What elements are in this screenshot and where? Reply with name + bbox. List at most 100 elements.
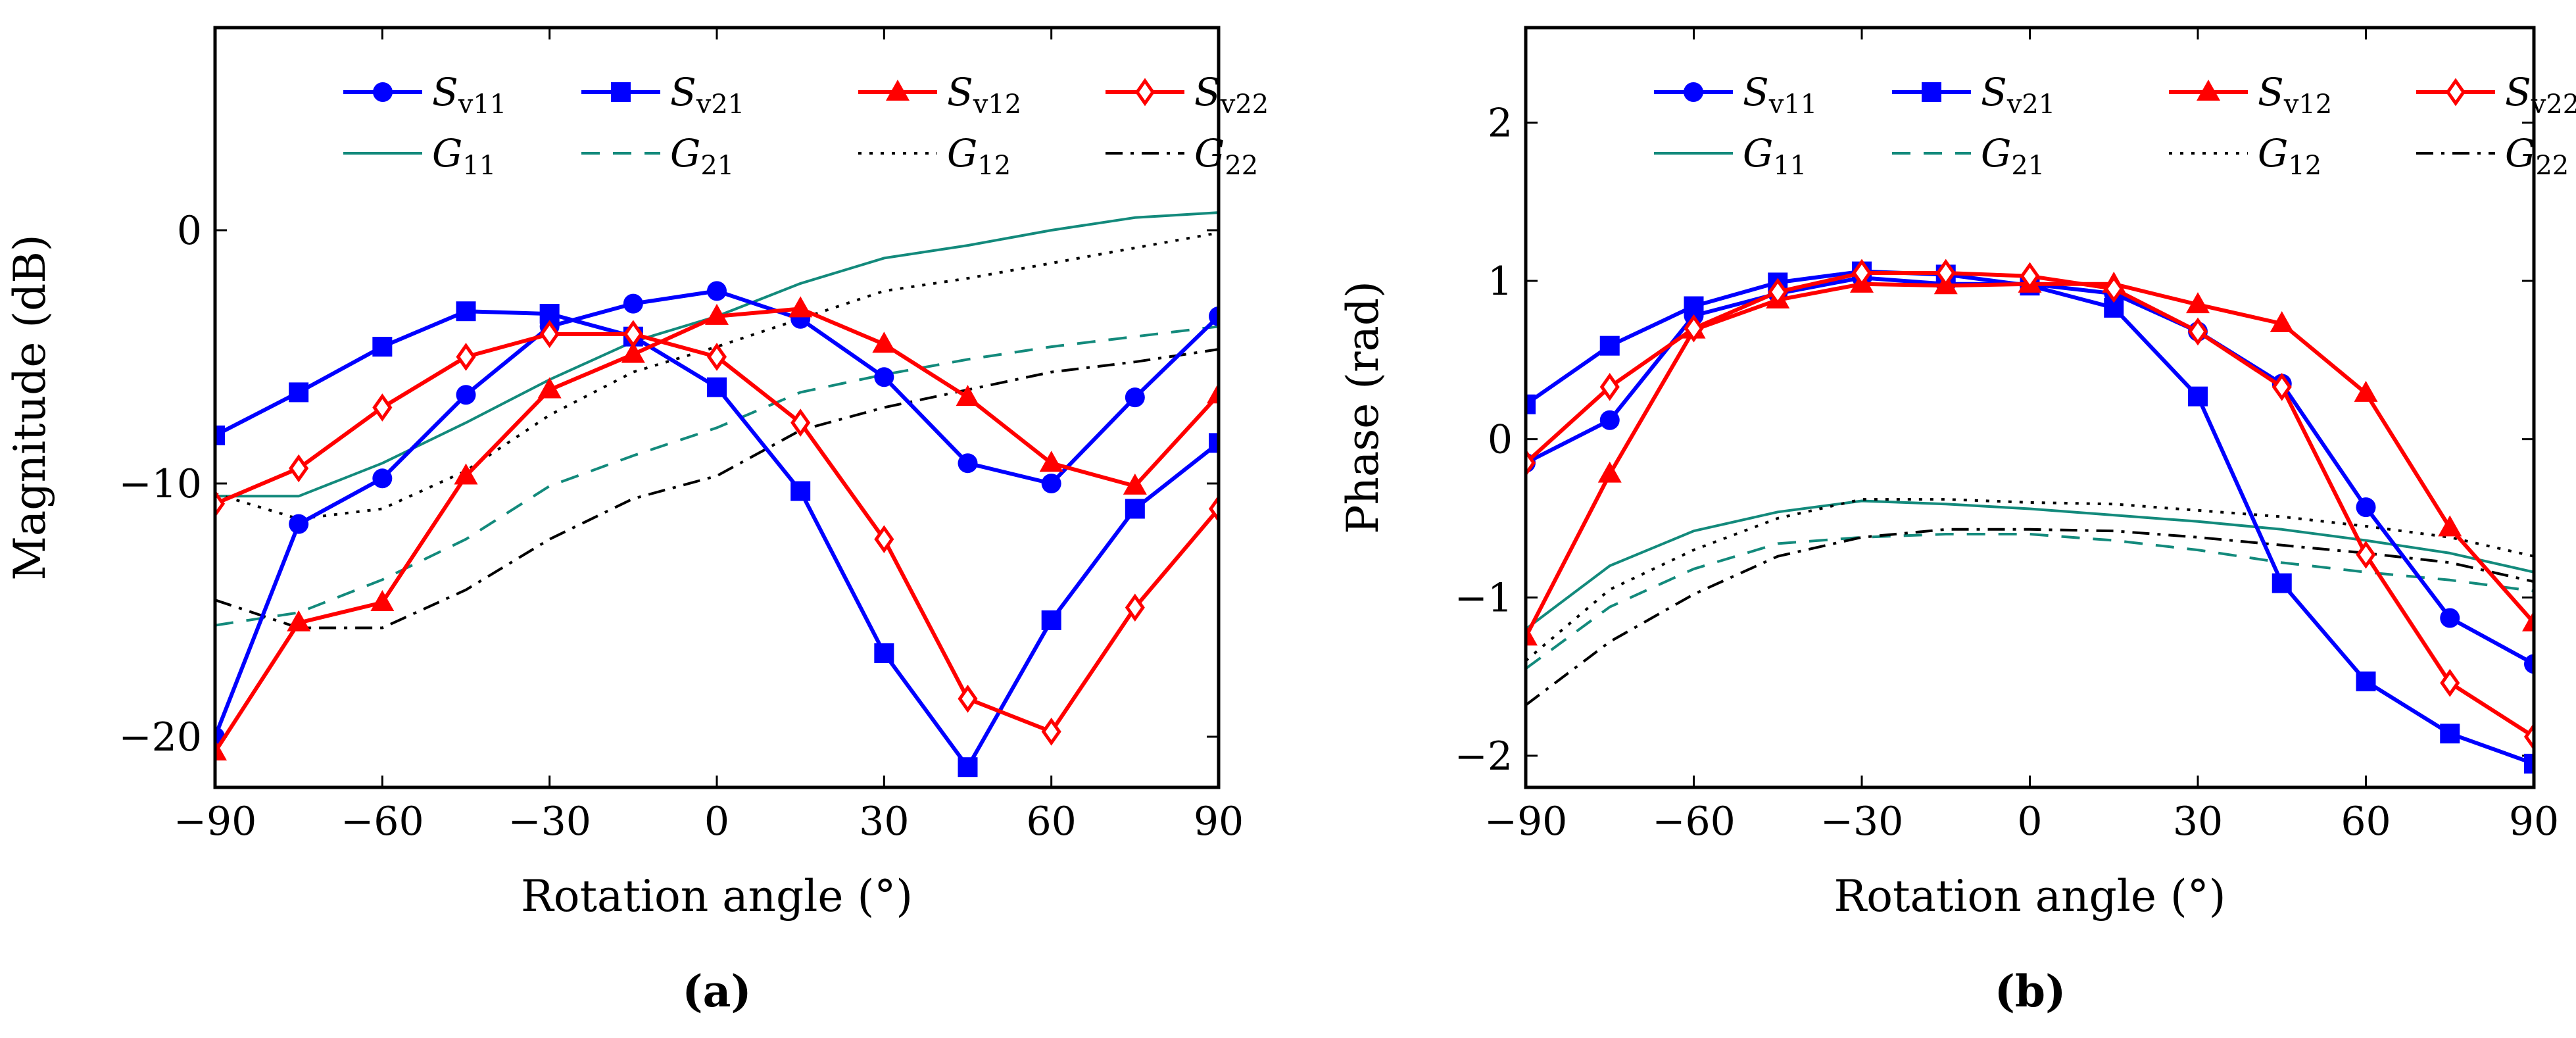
data-point-sv12 <box>370 589 395 611</box>
panel-b-x-axis-label: Rotation angle (°) <box>1834 871 2226 922</box>
data-point-sv22 <box>874 525 894 554</box>
legend-label: G21 <box>670 131 734 181</box>
data-point-sv11 <box>1209 306 1219 326</box>
x-tick-label: 0 <box>2017 799 2042 845</box>
y-tick-label: −10 <box>118 461 202 507</box>
data-point-sv22 <box>2020 262 2040 291</box>
data-point-sv12 <box>2354 380 2378 402</box>
data-point-sv22 <box>2523 722 2534 751</box>
series-line-g12 <box>1526 498 2534 662</box>
legend-label: Sv12 <box>947 70 1021 120</box>
y-tick-label: 0 <box>1488 417 1513 463</box>
x-tick-label: −60 <box>1652 799 1736 845</box>
data-point-sv22 <box>1526 449 1536 478</box>
legend-label: Sv22 <box>1194 70 1269 120</box>
data-point-sv11 <box>874 367 894 387</box>
panel-a-plot-area <box>215 211 1219 778</box>
legend-label: G12 <box>2258 131 2321 181</box>
panel-b-frame <box>1524 26 2536 789</box>
panel-b-legend: Sv11 Sv21 Sv12 Sv22 G11 G21 G12 G22 <box>1654 70 2576 181</box>
panel-a-frame <box>213 26 1221 789</box>
legend-entry-sv12: Sv12 <box>858 70 1021 120</box>
x-tick-label: 90 <box>1194 799 1244 845</box>
data-point-sv21 <box>2356 671 2376 691</box>
data-point-sv11 <box>289 514 309 534</box>
data-point-sv12 <box>956 385 980 407</box>
data-point-sv12 <box>2270 310 2294 332</box>
x-tick-label: −30 <box>1820 799 1904 845</box>
data-point-sv21 <box>215 425 225 445</box>
chart-panel-b: −90 −60 −30 0 30 60 90 −2 −1 0 1 2 Sv11 Sv21 Sv12 Sv22 G… <box>1338 26 2576 1017</box>
data-point-sv21 <box>958 757 978 778</box>
data-point-sv22 <box>706 343 727 371</box>
legend-marker <box>2197 80 2220 101</box>
data-point-sv22 <box>790 408 811 437</box>
data-point-sv22 <box>2104 274 2124 303</box>
x-tick-label: 60 <box>2341 799 2391 845</box>
legend-marker <box>2445 78 2466 107</box>
data-point-sv22 <box>289 454 309 483</box>
x-tick-label: 90 <box>2509 799 2559 845</box>
panel-a-ticks: −90 −60 −30 0 30 60 90 −20 −10 0 <box>118 28 1244 845</box>
panel-a-y-axis-label: Magnitude (dB) <box>5 234 55 580</box>
data-point-sv12 <box>705 303 729 325</box>
data-point-sv22 <box>539 320 560 349</box>
x-tick-label: −60 <box>341 799 424 845</box>
data-point-sv11 <box>2356 497 2376 518</box>
legend-marker <box>1684 82 1703 102</box>
data-point-sv22 <box>456 343 476 371</box>
y-tick-label: −20 <box>118 714 202 760</box>
series-line-g21 <box>215 325 1219 627</box>
y-tick-label: −1 <box>1455 575 1513 621</box>
data-point-sv21 <box>2524 753 2534 774</box>
legend-entry-g12: G12 <box>858 131 1011 181</box>
series-g12 <box>1526 498 2534 662</box>
data-point-sv12 <box>1039 451 1063 472</box>
data-point-sv21 <box>1684 296 1704 316</box>
legend-entry-g21: G21 <box>1892 131 2045 181</box>
data-point-sv12 <box>1597 461 1622 483</box>
data-point-sv12 <box>1526 624 1538 646</box>
legend-entry-g22: G22 <box>2416 131 2569 181</box>
series-g21 <box>215 325 1219 627</box>
panel-b-panel-label: (b) <box>1995 966 2066 1017</box>
legend-label: G12 <box>947 131 1011 181</box>
data-point-sv21 <box>1209 433 1219 453</box>
data-point-sv22 <box>2187 317 2208 346</box>
legend-marker <box>1134 78 1155 107</box>
data-point-sv12 <box>2438 515 2462 537</box>
data-point-sv22 <box>1851 259 1872 287</box>
data-point-sv21 <box>456 301 476 322</box>
data-point-sv22 <box>1599 372 1620 401</box>
data-point-sv22 <box>215 489 226 518</box>
panel-a-legend: Sv11 Sv21 Sv12 Sv22 G11 G21 G12 G22 <box>343 70 1269 181</box>
data-point-sv21 <box>2440 724 2460 744</box>
data-point-sv12 <box>287 610 311 631</box>
panel-a-panel-label: (a) <box>682 966 751 1017</box>
data-point-sv22 <box>1768 278 1788 307</box>
data-point-sv21 <box>372 337 393 357</box>
data-point-sv12 <box>1123 473 1147 495</box>
series-g11 <box>1526 499 2534 630</box>
data-point-sv12 <box>1207 382 1219 404</box>
data-point-sv12 <box>537 377 562 399</box>
y-tick-label: 1 <box>1488 259 1513 305</box>
panel-b-y-axis-label: Phase (rad) <box>1338 281 1388 534</box>
data-point-sv21 <box>2272 573 2292 593</box>
data-point-sv22 <box>2356 540 2376 569</box>
legend-label: Sv11 <box>432 70 506 120</box>
series-line-g21 <box>1526 533 2534 670</box>
legend-marker <box>886 80 910 101</box>
data-point-sv22 <box>1684 314 1704 343</box>
data-point-sv22 <box>623 320 643 349</box>
data-point-sv21 <box>874 643 894 663</box>
data-point-sv22 <box>372 393 393 422</box>
data-point-sv22 <box>1208 495 1219 523</box>
data-point-sv21 <box>1041 610 1061 630</box>
series-line-g22 <box>215 348 1219 630</box>
x-tick-label: 60 <box>1026 799 1076 845</box>
data-point-sv12 <box>621 341 645 363</box>
legend-entry-g11: G11 <box>1654 131 1807 181</box>
